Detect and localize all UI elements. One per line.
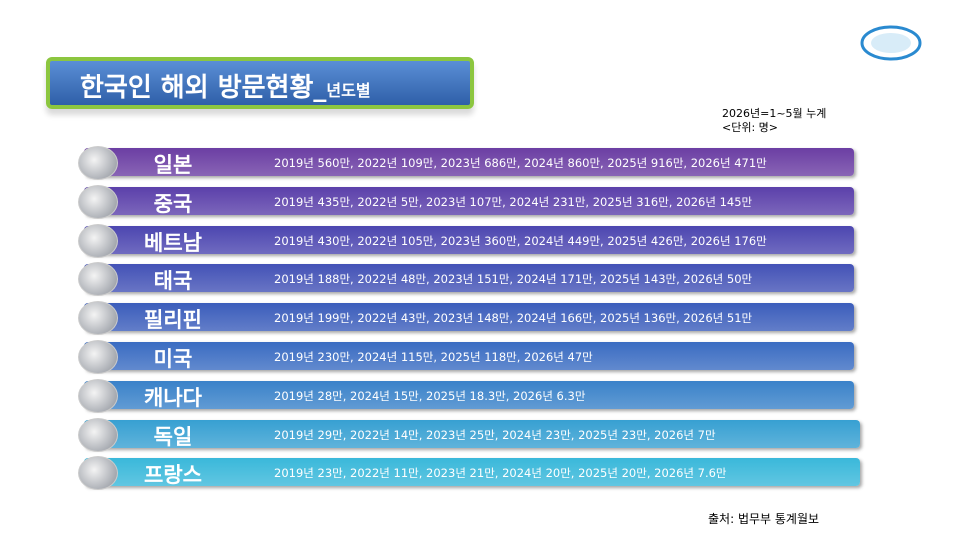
row: 일본 2019년 560만, 2022년 109만, 2023년 686만, 20… — [78, 146, 854, 180]
country-detail: 2019년 28만, 2024년 15만, 2025년 18.3만, 2026년… — [274, 388, 586, 403]
country-detail: 2019년 430만, 2022년 105만, 2023년 360만, 2024… — [274, 233, 767, 248]
country-name: 필리핀 — [144, 308, 202, 333]
country-name: 중국 — [153, 191, 193, 216]
row-icon — [78, 378, 118, 413]
country-detail: 2019년 199만, 2022년 43만, 2023년 148만, 2024년… — [274, 311, 753, 326]
row: 필리핀 2019년 199만, 2022년 43만, 2023년 148만, 20… — [78, 301, 854, 336]
row: 캐나다 2019년 28만, 2024년 15만, 2025년 18.3만, 20… — [78, 378, 854, 413]
country-detail: 2019년 29만, 2022년 14만, 2023년 25만, 2024년 2… — [274, 427, 716, 442]
country-name: 일본 — [153, 153, 193, 177]
country-name: 프랑스 — [144, 463, 202, 488]
country-name: 태국 — [153, 269, 193, 294]
logo — [860, 25, 922, 61]
country-detail: 2019년 230만, 2024년 115만, 2025년 118만, 2026… — [274, 350, 593, 364]
row-icon — [78, 262, 118, 297]
row-icon — [78, 146, 118, 180]
country-name: 미국 — [153, 347, 193, 371]
row-icon — [78, 184, 118, 219]
row-icon — [78, 456, 118, 491]
country-detail: 2019년 435만, 2022년 5만, 2023년 107만, 2024년 … — [274, 194, 753, 209]
row: 미국 2019년 230만, 2024년 115만, 2025년 118만, 20… — [78, 340, 854, 374]
title-suffix: 년도별 — [326, 81, 371, 100]
row-icon — [78, 223, 118, 258]
title: 한국인 해외 방문현황_년도별 — [80, 67, 371, 104]
row: 중국 2019년 435만, 2022년 5만, 2023년 107만, 2024… — [78, 184, 854, 219]
country-name: 독일 — [153, 424, 193, 449]
note-unit: <단위: 명> — [722, 121, 778, 134]
country-detail: 2019년 23만, 2022년 11만, 2023년 21만, 2024년 2… — [274, 466, 727, 481]
row-icon — [78, 340, 118, 374]
row-icon — [78, 301, 118, 336]
row: 태국 2019년 188만, 2022년 48만, 2023년 151만, 202… — [78, 262, 854, 297]
title-text: 한국인 해외 방문현황_ — [80, 73, 327, 103]
source: 출처: 법무부 통계월보 — [708, 512, 820, 526]
row-icon — [78, 417, 118, 452]
country-detail: 2019년 560만, 2022년 109만, 2023년 686만, 2024… — [274, 156, 767, 170]
country-detail: 2019년 188만, 2022년 48만, 2023년 151만, 2024년… — [274, 272, 753, 287]
title-box: 한국인 해외 방문현황_년도별 — [46, 57, 474, 109]
note-period: 2026년=1~5월 누계 — [722, 107, 827, 120]
row: 프랑스 2019년 23만, 2022년 11만, 2023년 21만, 2024… — [78, 456, 860, 491]
country-name: 캐나다 — [144, 385, 202, 410]
row: 독일 2019년 29만, 2022년 14만, 2023년 25만, 2024년… — [78, 417, 860, 452]
row: 베트남 2019년 430만, 2022년 105만, 2023년 360만, 2… — [78, 223, 854, 258]
note: 2026년=1~5월 누계 <단위: 명> — [722, 107, 826, 135]
country-name: 베트남 — [144, 230, 202, 255]
